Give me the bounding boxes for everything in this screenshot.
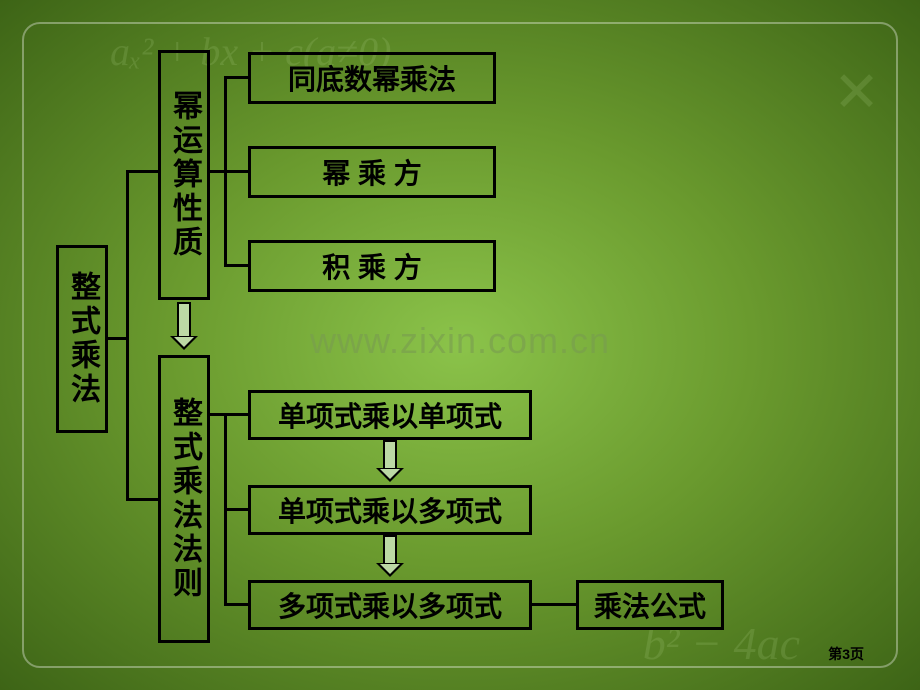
box-group-b: 整式乘法法则 <box>158 355 210 643</box>
conn-ga-a3 <box>224 264 248 267</box>
arrow-b2-b3 <box>376 535 404 577</box>
conn-ga-a2 <box>224 170 248 173</box>
conn-root-gb <box>126 498 158 501</box>
conn-gb-b3 <box>224 603 248 606</box>
conn-root-ga <box>126 170 158 173</box>
box-a1: 同底数幂乘法 <box>248 52 496 104</box>
conn-gb-b1 <box>224 413 248 416</box>
conn-gb-stem <box>210 413 224 416</box>
slide-root: aₓ² + bx + c(a≠0) ✕ b² − 4ac www.zixin.c… <box>0 0 920 690</box>
conn-gb-b2 <box>224 508 248 511</box>
box-b3: 多项式乘以多项式 <box>248 580 532 630</box>
conn-root-vbar <box>126 170 129 500</box>
conn-ga-a1 <box>224 76 248 79</box>
conn-b3-b4 <box>532 603 576 606</box>
arrow-ga-gb <box>170 302 198 350</box>
box-b2: 单项式乘以多项式 <box>248 485 532 535</box>
conn-root-stem <box>108 337 126 340</box>
page-number: 第3页 <box>828 644 864 664</box>
box-root: 整式乘法 <box>56 245 108 433</box>
box-a2: 幂 乘 方 <box>248 146 496 198</box>
slide-frame <box>22 22 898 668</box>
box-b4: 乘法公式 <box>576 580 724 630</box>
box-a3: 积 乘 方 <box>248 240 496 292</box>
box-group-a: 幂运算性质 <box>158 50 210 300</box>
box-b1: 单项式乘以单项式 <box>248 390 532 440</box>
conn-ga-stem <box>210 170 224 173</box>
arrow-b1-b2 <box>376 440 404 482</box>
